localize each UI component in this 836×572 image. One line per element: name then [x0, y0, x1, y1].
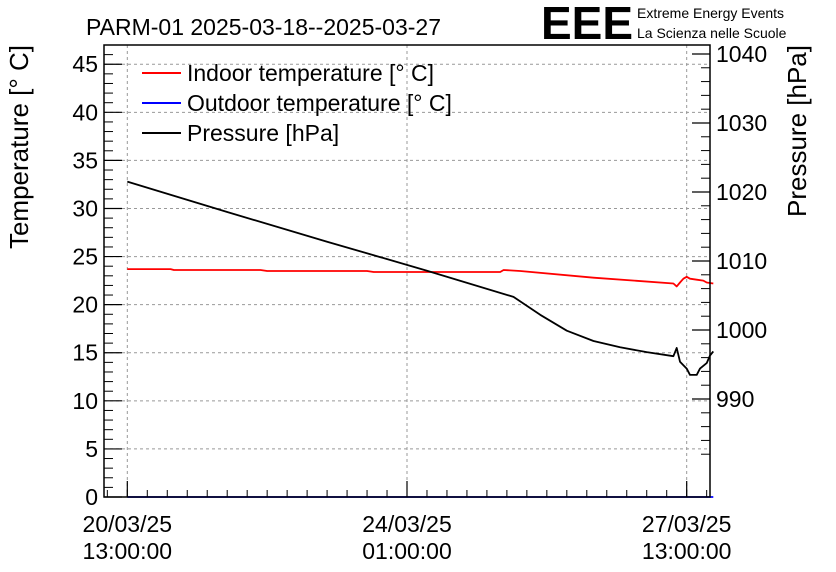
axis-ticks: [104, 44, 710, 498]
x-tick-date: 20/03/25: [83, 511, 173, 537]
x-tick-date: 27/03/25: [642, 511, 732, 537]
y-left-tick-label: 20: [72, 292, 98, 318]
eee-logo-mark: EEE: [541, 0, 633, 49]
y-left-tick-label: 30: [72, 195, 98, 221]
y-left-tick-label: 5: [85, 436, 98, 462]
legend: Indoor temperature [° C] Outdoor temperat…: [142, 60, 452, 146]
y-right-tick-label: 1040: [716, 41, 767, 67]
x-tick-date: 24/03/25: [362, 511, 452, 537]
legend-label: Pressure [hPa]: [187, 120, 339, 146]
chart-title: PARM-01 2025-03-18--2025-03-27: [86, 14, 441, 40]
y-right-tick-label: 1000: [716, 317, 767, 343]
x-tick-time: 01:00:00: [362, 538, 452, 564]
series-line-indoor-temperature-c: [127, 268, 714, 288]
y-left-tick-label: 35: [72, 147, 98, 173]
y-left-tick-label: 25: [72, 244, 98, 270]
y-left-tick-label: 45: [72, 51, 98, 77]
eee-logo: EEE Extreme Energy Events La Scienza nel…: [541, 0, 787, 49]
y-right-tick-label: 1020: [716, 179, 767, 205]
right-axis-title: Pressure [hPa]: [782, 45, 812, 217]
left-axis-title: Temperature [° C]: [4, 45, 34, 249]
series-line-pressure-hpa: [127, 180, 715, 376]
y-right-tick-label: 990: [716, 386, 754, 412]
x-tick-time: 13:00:00: [83, 538, 173, 564]
y-right-tick-label: 1010: [716, 248, 767, 274]
y-right-tick-label: 1030: [716, 110, 767, 136]
legend-label: Outdoor temperature [° C]: [187, 90, 452, 116]
logo-line-2: La Scienza nelle Scuole: [637, 25, 787, 41]
x-tick-time: 13:00:00: [642, 538, 732, 564]
logo-line-1: Extreme Energy Events: [637, 5, 784, 21]
x-axis-labels: 20/03/2513:00:0024/03/2501:00:0027/03/25…: [83, 511, 732, 564]
y-left-tick-label: 15: [72, 340, 98, 366]
legend-label: Indoor temperature [° C]: [187, 60, 434, 86]
left-axis-labels: 0 5 10 15 20 25 30 35 40 45: [72, 51, 98, 510]
y-left-tick-label: 40: [72, 99, 98, 125]
y-left-tick-label: 0: [85, 484, 98, 510]
y-left-tick-label: 10: [72, 388, 98, 414]
right-axis-labels: 990 1000 1010 1020 1030 1040: [716, 41, 767, 412]
